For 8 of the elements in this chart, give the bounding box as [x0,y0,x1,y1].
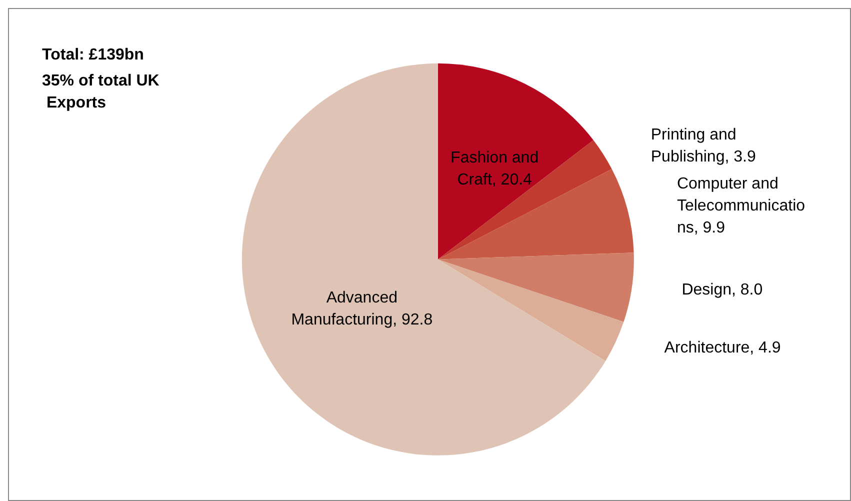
slice-label: Computer and Telecommunications, 9.9 [676,175,806,236]
slice-label: Fashion and Craft, 20.4 [450,149,539,188]
slice-label: Advanced Manufacturing, 92.8 [291,289,433,328]
slice-label: Design, 8.0 [682,281,763,298]
slice-label: Printing and Publishing, 3.9 [650,126,756,166]
slice-label: Architecture, 4.9 [664,340,781,357]
text: Total: £139bn [42,46,144,64]
text: 35% of total UK Exports [42,72,160,112]
